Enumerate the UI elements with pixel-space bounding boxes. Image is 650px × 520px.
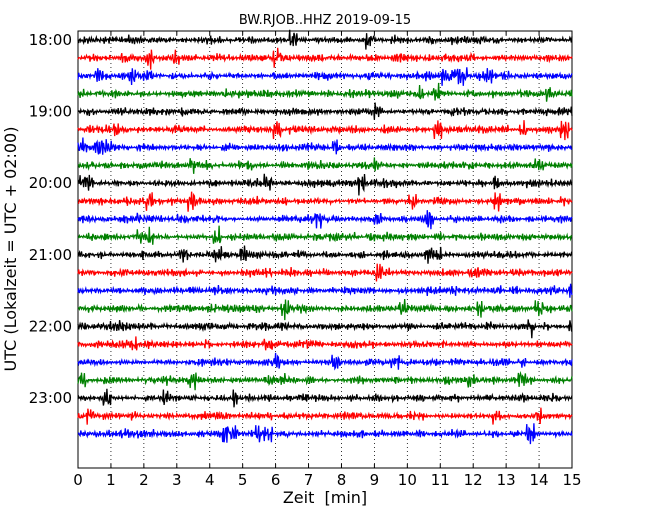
- x-axis-label: Zeit [min]: [283, 488, 367, 507]
- trace-line: [77, 388, 573, 408]
- trace-line: [77, 173, 573, 196]
- x-tick-label: 4: [205, 471, 215, 489]
- trace-line: [77, 210, 573, 230]
- x-axis-ticks: 0 1 2 3 4 5 6 7 8 9 10 11 12 13 14 15: [73, 31, 582, 489]
- x-tick-label: 5: [238, 471, 248, 489]
- trace-line: [77, 319, 573, 339]
- x-tick-label: 15: [562, 471, 581, 489]
- trace-line: [77, 283, 573, 298]
- chart-title: BW.RJOB..HHZ 2019-09-15: [239, 13, 411, 28]
- y-tick-label: 18:00: [29, 31, 72, 49]
- trace-line: [77, 29, 573, 50]
- trace-line: [77, 298, 573, 321]
- y-tick-label: 21:00: [29, 246, 72, 264]
- trace-line: [77, 67, 573, 86]
- y-tick-label: 22:00: [29, 317, 72, 335]
- x-tick-label: 6: [271, 471, 281, 489]
- trace-line: [77, 47, 573, 70]
- y-axis-ticks: 18:00 19:00 20:00 21:00 22:00 23:00: [29, 31, 572, 407]
- x-tick-label: 11: [431, 471, 450, 489]
- y-tick-label: 19:00: [29, 103, 72, 121]
- x-tick-label: 7: [304, 471, 314, 489]
- x-tick-label: 0: [73, 471, 83, 489]
- x-tick-label: 2: [139, 471, 149, 489]
- trace-line: [77, 137, 573, 155]
- trace-line: [77, 352, 573, 371]
- x-tick-label: 9: [370, 471, 380, 489]
- trace-line: [77, 82, 573, 102]
- trace-line: [77, 191, 573, 212]
- trace-line: [77, 407, 573, 425]
- trace-line: [77, 370, 573, 391]
- y-tick-label: 23:00: [29, 389, 72, 407]
- trace-line: [77, 157, 573, 174]
- y-tick-label: 20:00: [29, 174, 72, 192]
- trace-line: [77, 423, 573, 445]
- x-tick-label: 13: [497, 471, 516, 489]
- x-tick-label: 1: [106, 471, 116, 489]
- trace-line: [77, 336, 573, 351]
- trace-line: [77, 263, 573, 282]
- trace-line: [77, 225, 573, 245]
- trace-line: [77, 102, 573, 120]
- x-tick-label: 12: [464, 471, 483, 489]
- trace-line: [77, 245, 573, 264]
- x-tick-label: 14: [530, 471, 549, 489]
- x-tick-label: 10: [398, 471, 417, 489]
- trace-line: [77, 120, 573, 141]
- x-tick-label: 3: [172, 471, 182, 489]
- plot-frame: [77, 30, 573, 469]
- y-axis-label: UTC (Lokalzeit = UTC + 02:00): [1, 127, 20, 372]
- x-tick-label: 8: [337, 471, 347, 489]
- trace-group: [77, 29, 573, 445]
